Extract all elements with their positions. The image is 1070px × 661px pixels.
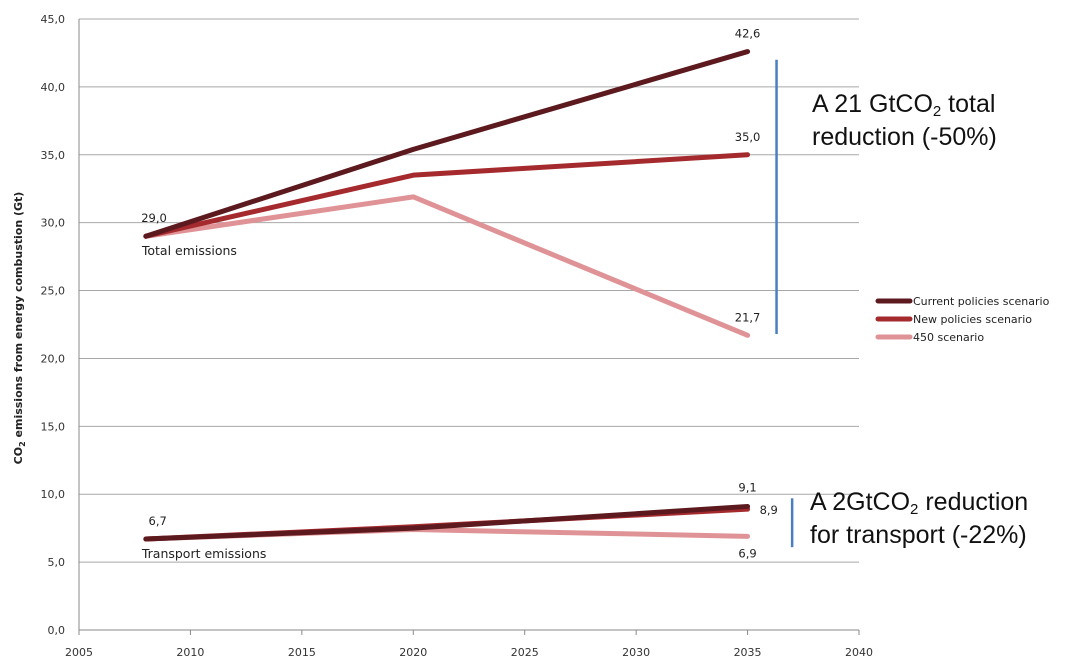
x-tick-labels: 2005 2010 2015 2020 2025 2030 2035 2040: [65, 646, 873, 659]
data-labels: 29,0 42,6 35,0 21,7 6,7 9,1 8,9 6,9: [141, 27, 778, 561]
transport-annotation-line2: for transport (-22%): [810, 521, 1027, 549]
legend-label: New policies scenario: [913, 313, 1032, 326]
x-tick-label: 2020: [399, 646, 427, 659]
x-tick-label: 2035: [734, 646, 762, 659]
x-tick-label: 2005: [65, 646, 93, 659]
series-line: [143, 49, 751, 239]
y-tick-label: 0,0: [48, 624, 66, 637]
group-labels: Total emissions Transport emissions: [141, 243, 267, 561]
data-label: 42,6: [735, 27, 761, 41]
y-tick-labels: 0,0 5,0 10,0 15,0 20,0 25,0 30,0 35,0 40,0 45,0: [41, 13, 66, 637]
axes: [78, 19, 860, 635]
data-label: 6,9: [738, 546, 756, 560]
data-label: 29,0: [141, 211, 167, 225]
total-reduction-annotation: A 21 GtCO2 total reduction (-50%): [812, 88, 997, 154]
x-tick-label: 2040: [845, 646, 873, 659]
data-label: 9,1: [738, 480, 756, 494]
x-tick-label: 2015: [288, 646, 316, 659]
data-label: 21,7: [735, 310, 761, 324]
data-label: 35,0: [735, 130, 761, 144]
series-lines: [143, 49, 751, 542]
y-tick-label: 10,0: [41, 488, 66, 501]
series-line: [143, 194, 751, 338]
x-tick-label: 2010: [176, 646, 204, 659]
series-line: [143, 152, 751, 239]
legend: Current policies scenario New policies sc…: [875, 295, 1050, 344]
series-line: [143, 503, 751, 542]
y-tick-label: 5,0: [48, 556, 66, 569]
y-tick-label: 25,0: [41, 285, 66, 298]
x-tick-label: 2025: [511, 646, 539, 659]
y-tick-label: 40,0: [41, 81, 66, 94]
x-tick-label: 2030: [622, 646, 650, 659]
y-tick-label: 30,0: [41, 217, 66, 230]
total-annotation-line2: reduction (-50%): [812, 123, 997, 151]
total-annotation-line1: A 21 GtCO2 total: [812, 90, 996, 120]
data-label: 8,9: [760, 503, 778, 517]
data-label: 6,7: [149, 514, 167, 528]
legend-label: Current policies scenario: [913, 295, 1050, 308]
y-tick-label: 45,0: [41, 13, 66, 26]
legend-label: 450 scenario: [913, 331, 984, 344]
group-label: Transport emissions: [141, 546, 267, 561]
y-tick-label: 20,0: [41, 352, 66, 365]
transport-reduction-annotation: A 2GtCO2 reduction for transport (-22%): [810, 486, 1028, 552]
y-tick-label: 35,0: [41, 149, 66, 162]
reduction-brackets: [775, 59, 794, 548]
y-tick-label: 15,0: [41, 420, 66, 433]
group-label: Total emissions: [141, 243, 237, 258]
y-axis-label: CO2 emissions from energy combustion (Gt…: [12, 192, 27, 465]
transport-annotation-line1: A 2GtCO2 reduction: [810, 488, 1029, 518]
